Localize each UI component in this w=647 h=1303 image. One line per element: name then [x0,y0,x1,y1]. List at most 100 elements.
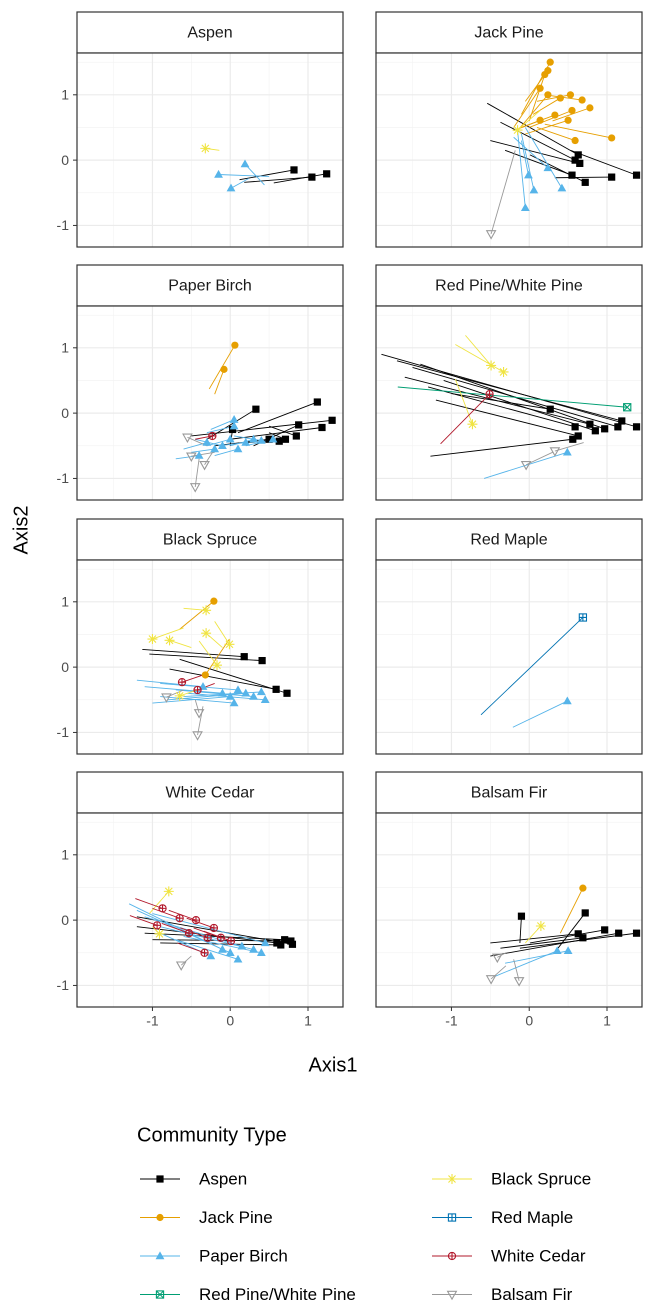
marker [467,419,478,430]
marker-shape [571,423,579,431]
segment [490,140,580,164]
segment [513,88,541,128]
marker [256,948,266,956]
marker-shape [189,483,201,493]
marker-shape [193,709,205,719]
marker-shape [601,926,609,934]
marker [189,483,201,493]
marker [574,930,582,938]
marker [485,390,494,399]
marker-shape [579,934,587,942]
marker-shape [467,419,478,430]
panel-background [77,53,343,247]
legend-label: Black Spruce [491,1169,591,1188]
marker [574,432,582,440]
marker [240,653,248,661]
marker-shape [568,106,576,115]
segment [517,94,549,132]
marker [546,58,554,66]
segment [237,401,318,434]
y-axis-title: Axis2 [10,506,32,555]
marker [275,437,283,445]
legend-label: Balsam Fir [491,1285,573,1303]
marker-shape [563,946,573,955]
marker [201,605,212,616]
marker-shape [237,941,247,950]
marker-shape [544,91,552,99]
marker-shape [546,405,554,413]
segment [169,668,277,690]
marker [608,173,616,181]
y-tick-label: -1 [57,217,70,233]
strip-label: White Cedar [166,785,256,802]
marker-shape [147,634,158,645]
segment [230,438,254,447]
panel-border [375,52,643,248]
marker [265,435,273,443]
marker-shape [225,434,235,443]
marker [535,921,546,932]
marker [191,915,201,925]
marker [328,416,336,424]
marker-shape [218,944,227,953]
segment [191,448,215,453]
marker [273,939,281,947]
marker [447,1213,457,1222]
marker-shape [174,690,185,701]
marker [562,447,572,456]
marker [536,84,544,92]
marker-shape [632,929,641,937]
marker-shape [313,398,321,406]
marker-shape [446,1290,458,1301]
marker [218,441,227,449]
strip [375,264,643,307]
x-tick-label: 1 [304,1013,312,1029]
marker [536,116,544,124]
marker-shape [328,416,336,424]
segment [179,658,288,694]
marker [485,230,497,240]
marker [256,435,266,444]
marker-shape [283,689,291,697]
segment [230,178,250,189]
marker [549,447,561,457]
marker-shape [249,944,258,953]
marker-shape [549,447,561,457]
segment [152,627,184,640]
marker-shape [252,405,260,413]
segment [455,344,504,373]
y-tick-label: -1 [57,977,70,993]
segment [206,438,231,447]
marker [571,156,579,164]
marker [252,405,260,413]
marker-shape [520,203,530,212]
marker [193,685,202,695]
marker-shape [529,185,539,194]
segment [512,700,568,728]
marker [249,691,258,700]
panel-border [375,812,643,1008]
marker-shape [218,688,227,697]
marker [192,731,203,741]
segment [152,913,266,944]
segment [525,119,569,135]
marker [272,685,280,693]
legend-label: Paper Birch [199,1246,288,1265]
legend-label: Red Maple [491,1208,573,1227]
segment [504,149,573,176]
marker-shape [265,435,273,443]
marker-shape [448,1252,456,1260]
x-tick-label: 0 [226,1013,234,1029]
marker-shape [249,434,258,443]
segment [529,110,573,128]
marker [591,427,599,435]
marker [210,597,218,605]
segment [144,916,243,947]
marker-shape [272,685,280,693]
marker-shape [318,423,326,432]
marker-shape [581,909,589,917]
marker-shape [214,169,223,178]
marker-shape [260,938,270,947]
marker-shape [201,671,209,679]
marker [571,136,579,145]
